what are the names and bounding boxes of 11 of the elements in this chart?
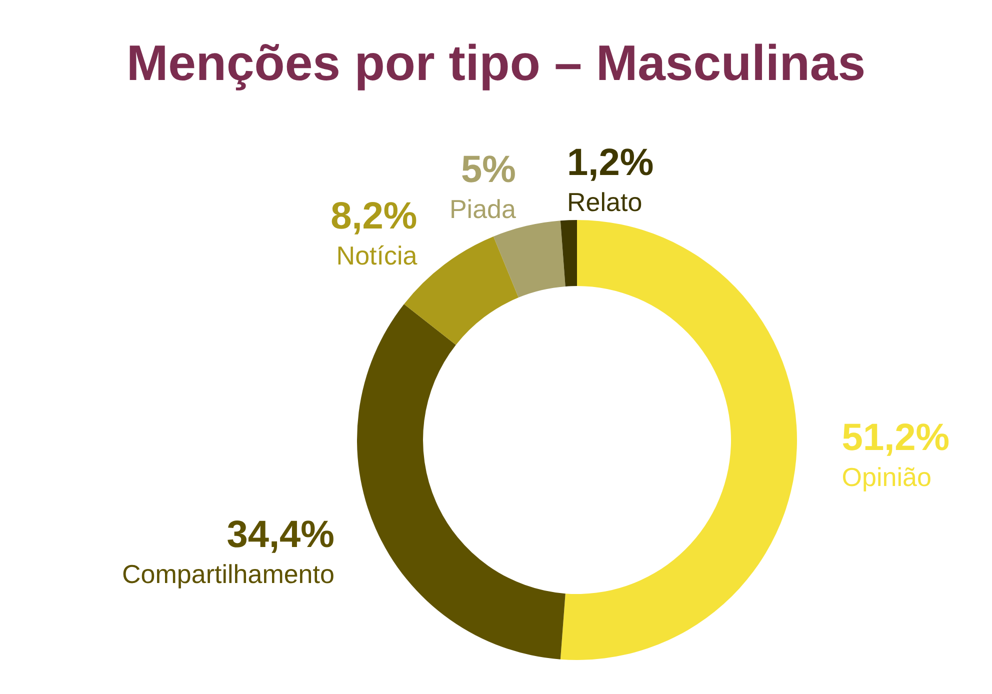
- slice-label: Compartilhamento: [122, 558, 334, 589]
- data-label: 1,2%: [567, 142, 654, 184]
- chart-title: Menções por tipo – Masculinas: [125, 34, 867, 93]
- slice-label: Relato: [567, 187, 642, 218]
- slice-label: Opinião: [842, 462, 932, 492]
- slice-label: Piada: [449, 194, 516, 224]
- data-label: 8,2%: [330, 196, 418, 238]
- data-label: 34,4%: [226, 514, 334, 556]
- data-label: 51,2%: [842, 416, 950, 459]
- data-label: 5%: [461, 149, 516, 192]
- slice-label: Notícia: [336, 240, 418, 271]
